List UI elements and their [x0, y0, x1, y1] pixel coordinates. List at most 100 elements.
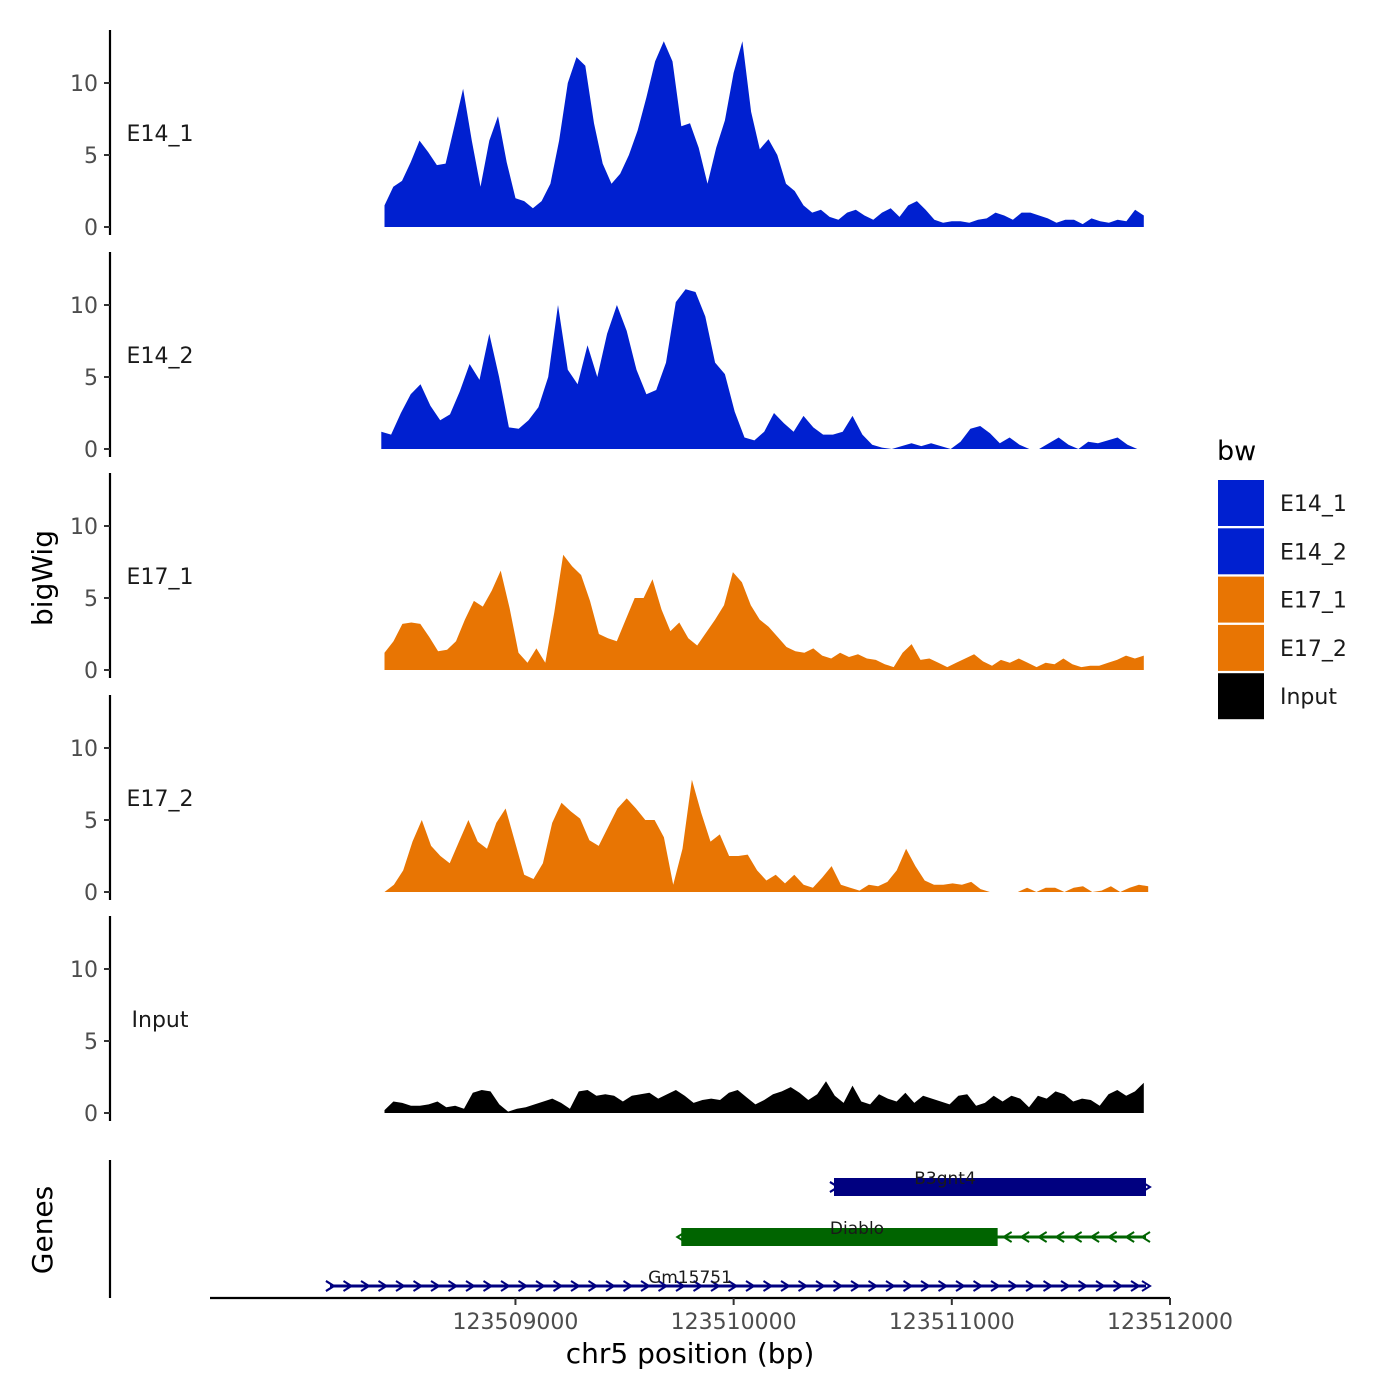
strand-chevron [1036, 1231, 1048, 1243]
legend-item: Input [1218, 673, 1337, 720]
strand-chevron [832, 1280, 844, 1292]
track-label: E14_2 [127, 344, 194, 369]
strand-chevron [955, 1280, 966, 1292]
track-area-e17-1 [384, 554, 1144, 670]
strand-chevron [395, 1280, 406, 1292]
y-tick-label: 5 [84, 809, 98, 834]
strand-chevron [850, 1280, 861, 1292]
strand-chevron [552, 1280, 564, 1292]
genes-layer: B3gnt4 Diablo Gm15751 [108, 1160, 1152, 1298]
strand-chevron [762, 1280, 774, 1292]
y-tick-label: 0 [84, 881, 98, 906]
gene-exon [834, 1178, 1146, 1196]
strand-chevron [1141, 1181, 1152, 1193]
strand-chevron [815, 1280, 826, 1292]
y-tick-label: 0 [84, 659, 98, 684]
strand-chevron [640, 1280, 651, 1292]
track-e14-2: 0 5 10 E14_2 [70, 252, 1138, 463]
legend-label: Input [1280, 685, 1337, 710]
x-tick-label: 123511000 [889, 1310, 1015, 1335]
legend-swatch [1218, 673, 1264, 720]
strand-chevron [867, 1280, 879, 1292]
strand-chevron [1130, 1280, 1141, 1292]
strand-chevron [1042, 1280, 1054, 1292]
strand-chevron [500, 1280, 511, 1292]
legend-swatch [1218, 480, 1264, 526]
axes-layer: 123509000 123510000 123511000 123512000 [210, 1296, 1233, 1335]
track-label: E14_1 [127, 122, 194, 147]
strand-chevron [1089, 1231, 1100, 1243]
strand-chevron [675, 1231, 686, 1243]
strand-chevron [570, 1280, 581, 1292]
legend-item: E14_2 [1218, 528, 1347, 575]
y-tick-label: 0 [84, 1102, 98, 1127]
y-tick-label: 5 [84, 1030, 98, 1055]
strand-chevron [482, 1280, 494, 1292]
track-e14-1: 0 5 10 E14_1 [70, 30, 1144, 241]
legend-label: E14_1 [1280, 492, 1347, 517]
strand-chevron [412, 1280, 424, 1292]
gene-label: Diablo [830, 1219, 884, 1239]
legend-item: E14_1 [1218, 480, 1347, 526]
y-tick-label: 5 [84, 587, 98, 612]
strand-chevron [692, 1280, 704, 1292]
legend-swatch [1218, 624, 1264, 671]
x-tick-label: 123510000 [671, 1310, 797, 1335]
strand-chevron [1071, 1231, 1083, 1243]
strand-chevron [1060, 1280, 1071, 1292]
legend-label: E14_2 [1280, 540, 1347, 565]
strand-chevron [1007, 1280, 1019, 1292]
legend-swatch [1218, 576, 1264, 623]
legend: bw E14_1 E14_2 E17_1 E17_2 Input [1217, 436, 1347, 720]
strand-chevron [1112, 1280, 1124, 1292]
strand-chevron [745, 1280, 756, 1292]
gene-gm15751: Gm15751 [325, 1268, 1152, 1292]
strand-chevron [447, 1280, 459, 1292]
gene-exon [681, 1228, 998, 1246]
strand-chevron [465, 1280, 476, 1292]
genes-axis-title: Genes [26, 1186, 59, 1274]
strand-chevron [1141, 1280, 1152, 1292]
y-tick-label: 0 [84, 438, 98, 463]
strand-chevron [920, 1280, 931, 1292]
x-tick-label: 123512000 [1107, 1310, 1233, 1335]
strand-chevron [605, 1280, 616, 1292]
strand-chevron [1095, 1280, 1106, 1292]
track-input: 0 5 10 Input [70, 916, 1144, 1127]
strand-chevron [377, 1280, 389, 1292]
strand-chevron [535, 1280, 546, 1292]
strand-chevron [325, 1280, 336, 1292]
gene-label: B3gnt4 [914, 1169, 976, 1189]
strand-chevron [1054, 1231, 1065, 1243]
strand-chevron [780, 1280, 791, 1292]
strand-chevron [937, 1280, 949, 1292]
strand-chevron [587, 1280, 599, 1292]
x-axis-title: chr5 position (bp) [566, 1337, 815, 1370]
strand-chevron [1106, 1231, 1118, 1243]
strand-chevron [1077, 1280, 1089, 1292]
strand-chevron [972, 1280, 984, 1292]
strand-chevron [1140, 1231, 1151, 1243]
track-label: E17_2 [127, 787, 194, 812]
strand-chevron [797, 1280, 809, 1292]
strand-chevron [360, 1280, 371, 1292]
y-tick-label: 0 [84, 216, 98, 241]
y-tick-label: 10 [70, 958, 98, 983]
y-axis-title: bigWig [26, 530, 59, 626]
y-tick-label: 10 [70, 737, 98, 762]
track-area-e17-2 [384, 779, 1149, 892]
strand-chevron [1124, 1231, 1135, 1243]
track-area-input [384, 1081, 1144, 1113]
strand-chevron [885, 1280, 896, 1292]
legend-title: bw [1217, 436, 1256, 467]
gene-diablo: Diablo [675, 1219, 1151, 1246]
track-label: Input [132, 1008, 189, 1033]
gene-label: Gm15751 [648, 1268, 732, 1288]
legend-item: E17_2 [1218, 624, 1347, 671]
track-e17-1: 0 5 10 E17_1 [70, 473, 1144, 684]
legend-label: E17_2 [1280, 637, 1347, 662]
strand-chevron [829, 1181, 840, 1193]
legend-item: E17_1 [1218, 576, 1347, 623]
strand-chevron [1025, 1280, 1036, 1292]
